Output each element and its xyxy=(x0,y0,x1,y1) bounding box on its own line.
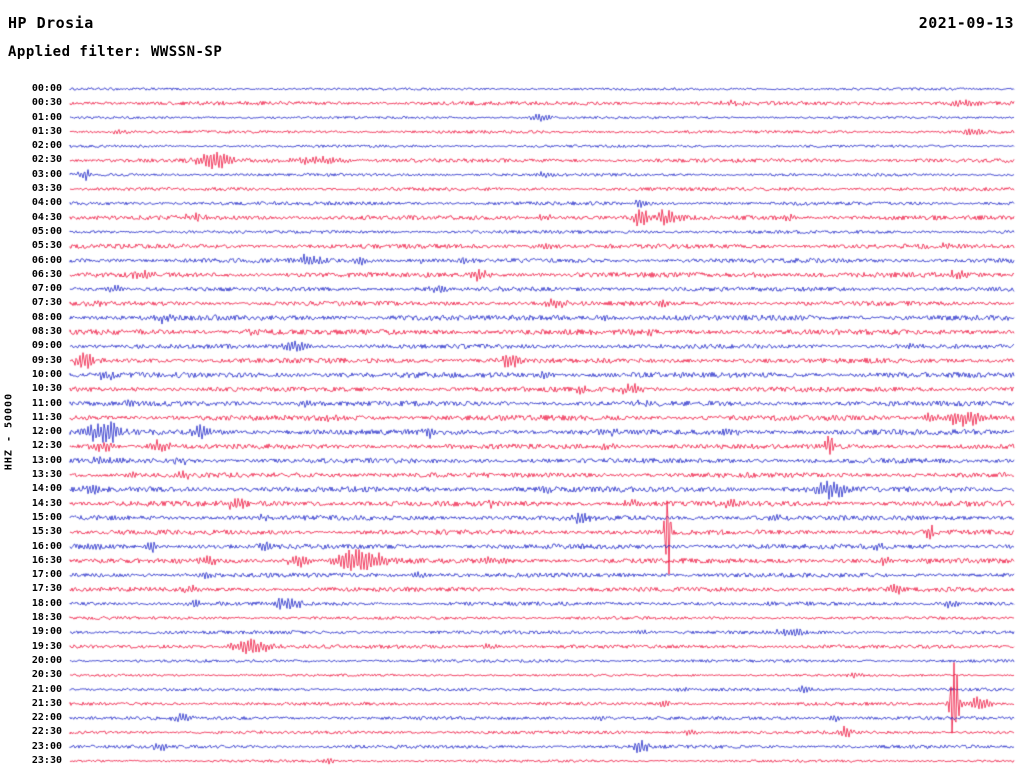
row-label: 08:30 xyxy=(31,326,62,338)
row-label: 11:00 xyxy=(31,397,62,409)
row-label: 13:30 xyxy=(31,469,62,481)
row-label: 10:30 xyxy=(31,383,62,395)
record-date: 2021-09-13 xyxy=(918,14,1014,32)
row-label: 01:30 xyxy=(31,125,62,137)
row-label: 00:30 xyxy=(31,97,62,109)
row-label: 05:30 xyxy=(31,240,62,252)
row-label: 17:30 xyxy=(31,583,62,595)
row-label: 13:00 xyxy=(31,454,62,466)
row-label: 17:00 xyxy=(31,569,62,581)
station-name: HP Drosia xyxy=(8,14,94,32)
row-label: 22:30 xyxy=(31,726,62,738)
filter-label: Applied filter: WWSSN-SP xyxy=(8,44,223,60)
row-label: 12:30 xyxy=(31,440,62,452)
row-label: 20:00 xyxy=(31,654,62,666)
row-label: 18:00 xyxy=(31,597,62,609)
row-label: 03:30 xyxy=(31,183,62,195)
row-label: 02:00 xyxy=(31,140,62,152)
row-label: 09:00 xyxy=(31,340,62,352)
row-label: 21:30 xyxy=(31,697,62,709)
row-label: 20:30 xyxy=(31,669,62,681)
row-label: 02:30 xyxy=(31,154,62,166)
row-label: 06:00 xyxy=(31,254,62,266)
row-label: 14:30 xyxy=(31,497,62,509)
row-label: 15:30 xyxy=(31,526,62,538)
row-label: 19:00 xyxy=(31,626,62,638)
row-label: 08:00 xyxy=(31,311,62,323)
row-label: 06:30 xyxy=(31,268,62,280)
row-label: 23:00 xyxy=(31,740,62,752)
row-label: 14:00 xyxy=(31,483,62,495)
row-label: 00:00 xyxy=(31,83,62,94)
row-label: 05:00 xyxy=(31,225,62,237)
row-label: 10:00 xyxy=(31,368,62,380)
row-label: 23:30 xyxy=(31,755,62,766)
row-label: 19:30 xyxy=(31,640,62,652)
row-label: 21:00 xyxy=(31,683,62,695)
row-label: 04:30 xyxy=(31,211,62,223)
row-label: 04:00 xyxy=(31,197,62,209)
row-label: 11:30 xyxy=(31,411,62,423)
row-label: 22:00 xyxy=(31,712,62,724)
row-label: 16:30 xyxy=(31,554,62,566)
row-label: 16:00 xyxy=(31,540,62,552)
row-label: 12:00 xyxy=(31,426,62,438)
row-label: 18:30 xyxy=(31,612,62,624)
row-label: 03:00 xyxy=(31,168,62,180)
row-labels-column: 00:00 00:30 01:00 01:30 02:00 02:30 03:00 03:30… xyxy=(0,0,64,780)
row-label: 15:00 xyxy=(31,511,62,523)
row-label: 01:00 xyxy=(31,111,62,123)
row-label: 07:30 xyxy=(31,297,62,309)
row-label: 07:00 xyxy=(31,283,62,295)
row-label: 09:30 xyxy=(31,354,62,366)
